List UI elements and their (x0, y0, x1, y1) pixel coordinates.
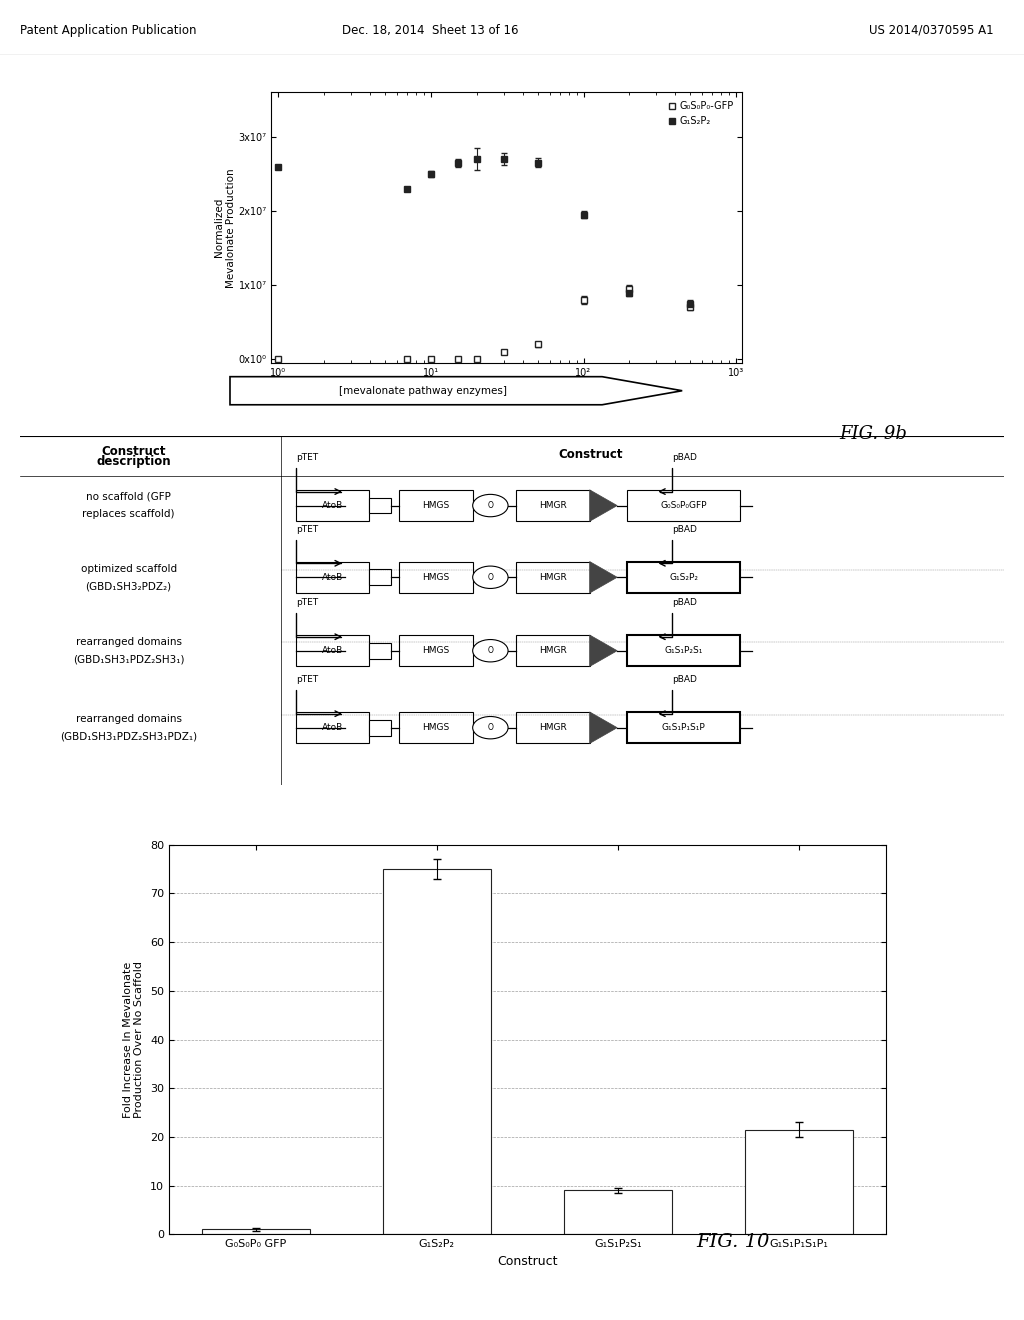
Polygon shape (230, 376, 682, 405)
Y-axis label: Fold Increase In Mevalonate
Production Over No Scaffold: Fold Increase In Mevalonate Production O… (123, 961, 144, 1118)
Text: AtoB: AtoB (322, 647, 343, 655)
Bar (627, 635, 740, 667)
Text: O: O (487, 647, 494, 655)
Bar (627, 490, 740, 521)
Bar (296, 635, 370, 667)
Text: Dec. 18, 2014  Sheet 13 of 16: Dec. 18, 2014 Sheet 13 of 16 (342, 24, 518, 37)
Text: US 2014/0370595 A1: US 2014/0370595 A1 (868, 24, 993, 37)
Text: FIG. 10: FIG. 10 (696, 1233, 770, 1251)
Polygon shape (590, 711, 617, 743)
Text: (GBD₁SH3₂PDZ₂): (GBD₁SH3₂PDZ₂) (86, 581, 172, 591)
Text: HMGS: HMGS (422, 502, 450, 510)
Text: HMGS: HMGS (422, 573, 450, 582)
Text: pBAD: pBAD (672, 524, 697, 533)
Text: pTET: pTET (296, 598, 317, 607)
Text: HMGR: HMGR (539, 502, 566, 510)
Text: HMGS: HMGS (422, 723, 450, 733)
Bar (370, 643, 391, 659)
Bar (516, 711, 590, 743)
Text: description: description (96, 455, 171, 469)
Bar (516, 561, 590, 593)
Text: pTET: pTET (296, 524, 317, 533)
Polygon shape (590, 561, 617, 593)
Ellipse shape (473, 495, 508, 516)
Text: (GBD₁SH3₁PDZ₂SH3₁): (GBD₁SH3₁PDZ₂SH3₁) (73, 655, 184, 664)
Text: replaces scaffold): replaces scaffold) (82, 510, 175, 519)
Text: pBAD: pBAD (672, 598, 697, 607)
Text: (GBD₁SH3₁PDZ₂SH3₁PDZ₁): (GBD₁SH3₁PDZ₂SH3₁PDZ₁) (60, 731, 198, 742)
Bar (383, 869, 492, 1234)
Polygon shape (590, 490, 617, 521)
Bar (296, 711, 370, 743)
Bar (399, 635, 473, 667)
Text: Construct: Construct (558, 449, 623, 461)
Text: G₁S₂P₂: G₁S₂P₂ (669, 573, 698, 582)
Text: Patent Application Publication: Patent Application Publication (20, 24, 197, 37)
Text: Construct: Construct (101, 445, 166, 458)
Bar (296, 561, 370, 593)
Ellipse shape (473, 566, 508, 589)
Bar (296, 490, 370, 521)
Bar (744, 1130, 853, 1234)
Text: pTET: pTET (296, 675, 317, 684)
Text: HMGR: HMGR (539, 573, 566, 582)
Bar (202, 1229, 310, 1234)
Text: rearranged domains: rearranged domains (76, 638, 181, 647)
Text: HMGR: HMGR (539, 647, 566, 655)
Text: AtoB: AtoB (322, 573, 343, 582)
Text: [mevalonate pathway enzymes]: [mevalonate pathway enzymes] (339, 385, 507, 396)
Text: O: O (487, 723, 494, 733)
Polygon shape (590, 635, 617, 667)
Text: G₀S₀P₀GFP: G₀S₀P₀GFP (660, 502, 707, 510)
Bar (563, 1191, 672, 1234)
Text: O: O (487, 502, 494, 510)
X-axis label: [aTc], nM: [aTc], nM (481, 383, 532, 393)
Text: G₁S₁P₂S₁: G₁S₁P₂S₁ (665, 647, 702, 655)
Bar (399, 711, 473, 743)
Bar (370, 498, 391, 513)
Text: FIG. 9b: FIG. 9b (840, 425, 907, 442)
Bar (516, 490, 590, 521)
X-axis label: Construct: Construct (497, 1254, 558, 1267)
Bar (370, 719, 391, 735)
Bar (399, 490, 473, 521)
Bar (627, 561, 740, 593)
Bar (516, 635, 590, 667)
Text: O: O (487, 573, 494, 582)
Text: optimized scaffold: optimized scaffold (81, 564, 177, 573)
Bar (399, 561, 473, 593)
Y-axis label: Normalized
Mevalonate Production: Normalized Mevalonate Production (214, 168, 236, 288)
Text: pBAD: pBAD (672, 453, 697, 462)
Ellipse shape (473, 717, 508, 739)
Text: pBAD: pBAD (672, 675, 697, 684)
Ellipse shape (473, 639, 508, 661)
Bar (627, 711, 740, 743)
Text: pTET: pTET (296, 453, 317, 462)
Bar (370, 569, 391, 585)
Text: HMGR: HMGR (539, 723, 566, 733)
Text: rearranged domains: rearranged domains (76, 714, 181, 723)
Legend: G₀S₀P₀-GFP, G₁S₂P₂: G₀S₀P₀-GFP, G₁S₂P₂ (664, 98, 737, 129)
Text: HMGS: HMGS (422, 647, 450, 655)
Text: AtoB: AtoB (322, 723, 343, 733)
Text: G₁S₁P₁S₁P: G₁S₁P₁S₁P (662, 723, 706, 733)
Text: AtoB: AtoB (322, 502, 343, 510)
Text: no scaffold (GFP: no scaffold (GFP (86, 492, 171, 502)
